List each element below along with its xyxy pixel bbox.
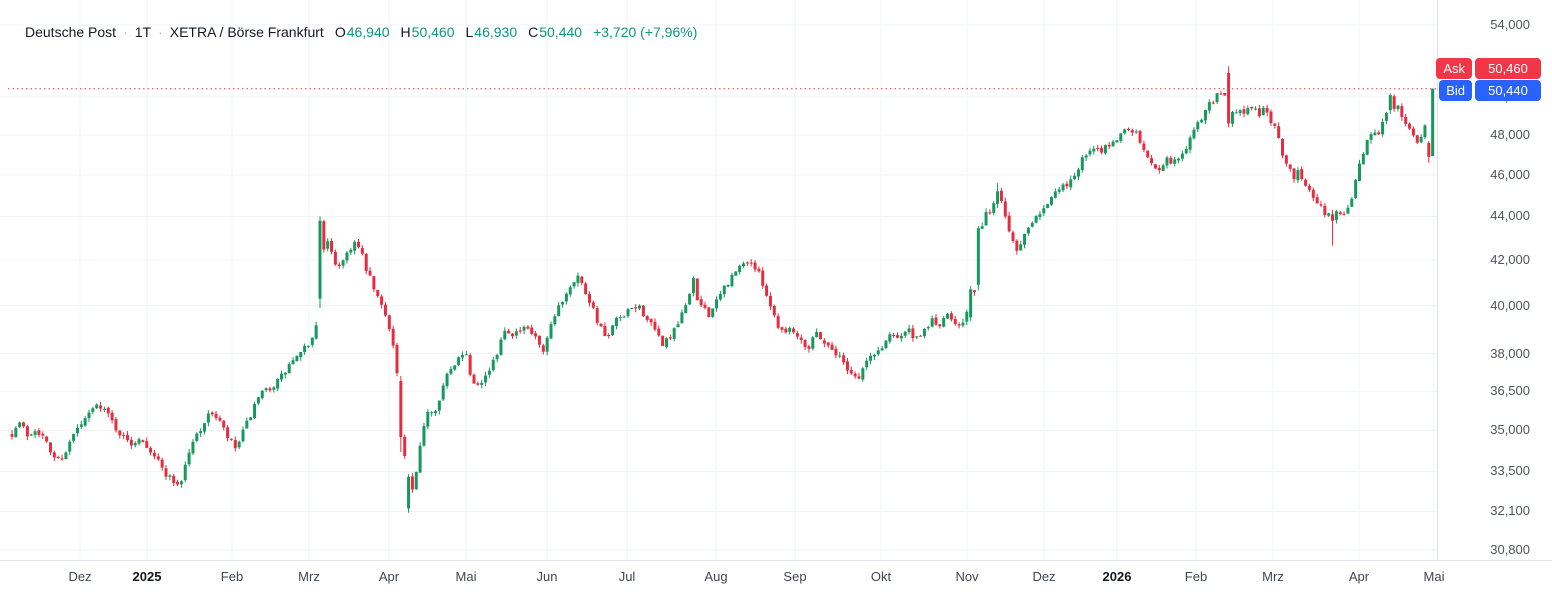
bid-value: 50,440	[1475, 80, 1541, 101]
time-tick-label: Dez	[1032, 569, 1056, 584]
time-tick-label: Mai	[1423, 569, 1445, 584]
time-tick-label: Jun	[536, 569, 558, 584]
symbol-info-bar: Deutsche Post · 1T · XETRA / Börse Frank…	[25, 24, 697, 40]
time-tick-label: Mrz	[298, 569, 320, 584]
price-tick-label: 44,000	[1490, 208, 1530, 224]
price-tick-label: 35,000	[1490, 422, 1530, 438]
time-tick-label: Mrz	[1262, 569, 1284, 584]
time-tick-label: Mai	[455, 569, 477, 584]
time-tick-label: Nov	[955, 569, 979, 584]
open-label: O	[334, 24, 346, 40]
symbol-name[interactable]: Deutsche Post	[25, 24, 117, 40]
open-value: 46,940	[346, 24, 390, 40]
ask-price-label[interactable]: Ask 50,460	[1436, 58, 1541, 79]
price-tick-label: 38,000	[1490, 345, 1530, 361]
close-label: C	[528, 24, 539, 40]
time-tick-label: Feb	[220, 569, 244, 584]
bid-price-label[interactable]: Bid 50,440	[1439, 80, 1541, 101]
candles	[10, 66, 1435, 513]
time-tick-label: Sep	[783, 569, 807, 584]
ask-tag: Ask	[1436, 58, 1472, 79]
time-tick-label: Feb	[1184, 569, 1208, 584]
separator-dot: ·	[158, 24, 163, 40]
time-tick-label: Apr	[1348, 569, 1370, 584]
time-tick-label: Jul	[618, 569, 636, 584]
time-tick-label: Okt	[870, 569, 892, 584]
low-label: L	[465, 24, 474, 40]
price-tick-label: 42,000	[1490, 251, 1530, 267]
close-value: 50,440	[539, 24, 583, 40]
high-label: H	[400, 24, 411, 40]
bid-tag: Bid	[1439, 80, 1472, 101]
price-tick-label: 48,000	[1490, 127, 1530, 143]
grid-lines	[0, 0, 1437, 560]
time-axis[interactable]: Dez 2025 Feb Mrz Apr Mai Jun Jul Aug Sep Okt Nov Dez…	[0, 560, 1552, 605]
high-value: 50,460	[411, 24, 455, 40]
interval-label[interactable]: 1T	[134, 24, 152, 40]
time-tick-label: Dez	[68, 569, 92, 584]
separator-dot: ·	[123, 24, 128, 40]
time-tick-label: Apr	[378, 569, 400, 584]
time-tick-label: 2025	[132, 569, 162, 584]
price-tick-label: 54,000	[1490, 17, 1530, 32]
change-value: +3,720 (+7,96%)	[593, 24, 698, 40]
low-value: 46,930	[474, 24, 518, 40]
price-tick-label: 40,000	[1490, 297, 1530, 313]
ask-value: 50,460	[1475, 58, 1541, 79]
price-tick-label: 32,100	[1490, 503, 1530, 519]
time-tick-label: Aug	[704, 569, 728, 584]
time-tick-label: 2026	[1102, 569, 1132, 584]
price-tick-label: 36,500	[1490, 383, 1530, 399]
price-tick-label: 30,800	[1490, 541, 1530, 557]
price-tick-label: 46,000	[1490, 166, 1530, 182]
price-tick-label: 33,500	[1490, 463, 1530, 479]
exchange-name[interactable]: XETRA / Börse Frankfurt	[169, 24, 324, 40]
